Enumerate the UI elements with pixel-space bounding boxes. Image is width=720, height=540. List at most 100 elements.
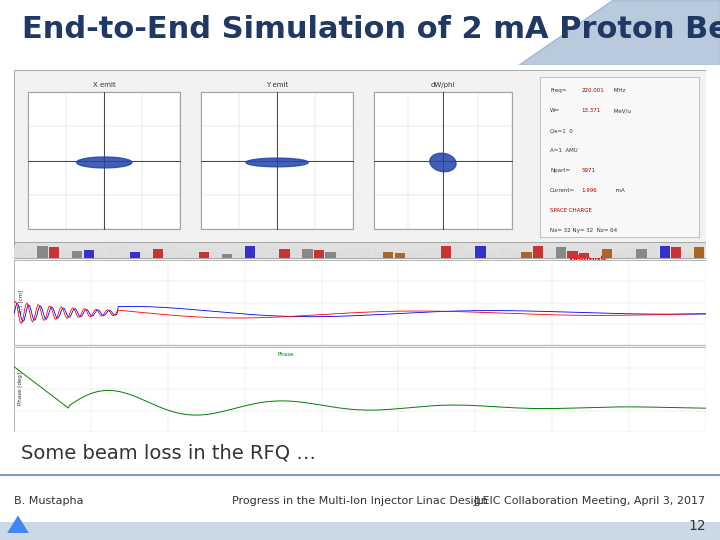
FancyBboxPatch shape [556, 247, 566, 258]
FancyBboxPatch shape [199, 252, 209, 258]
FancyBboxPatch shape [256, 246, 266, 258]
FancyBboxPatch shape [0, 523, 720, 540]
Text: Qe=1  0: Qe=1 0 [550, 128, 573, 133]
FancyBboxPatch shape [625, 248, 635, 258]
Polygon shape [430, 153, 456, 172]
Text: B. Mustapha: B. Mustapha [14, 496, 84, 507]
Text: MeV/u: MeV/u [612, 108, 631, 113]
FancyBboxPatch shape [14, 70, 706, 244]
FancyBboxPatch shape [464, 253, 474, 258]
Polygon shape [7, 515, 29, 533]
FancyBboxPatch shape [441, 246, 451, 258]
FancyBboxPatch shape [590, 248, 600, 258]
FancyBboxPatch shape [49, 247, 59, 258]
FancyBboxPatch shape [118, 245, 128, 258]
Text: WARNING: WARNING [569, 255, 607, 261]
Text: Some beam loss in the RFQ …: Some beam loss in the RFQ … [22, 443, 316, 462]
FancyBboxPatch shape [325, 253, 336, 258]
Text: Current=: Current= [550, 188, 575, 193]
FancyBboxPatch shape [636, 249, 647, 258]
Text: X emit: X emit [93, 82, 116, 88]
Text: Npart=: Npart= [550, 168, 570, 173]
FancyBboxPatch shape [141, 253, 151, 258]
FancyBboxPatch shape [14, 347, 706, 432]
Polygon shape [76, 157, 132, 168]
Text: A=1  AMU: A=1 AMU [550, 148, 578, 153]
Text: End-to-End Simulation of 2 mA Proton Beam: End-to-End Simulation of 2 mA Proton Bea… [22, 15, 720, 44]
FancyBboxPatch shape [176, 249, 186, 258]
Text: MHz: MHz [612, 88, 626, 93]
FancyBboxPatch shape [683, 253, 693, 258]
FancyBboxPatch shape [487, 252, 497, 258]
Text: Nx= 32 Ny= 32  Nz= 64: Nx= 32 Ny= 32 Nz= 64 [550, 227, 617, 233]
FancyBboxPatch shape [14, 242, 706, 258]
FancyBboxPatch shape [153, 249, 163, 258]
Text: 1.996: 1.996 [581, 188, 597, 193]
FancyBboxPatch shape [383, 252, 393, 258]
FancyBboxPatch shape [498, 248, 508, 258]
FancyBboxPatch shape [395, 253, 405, 258]
FancyBboxPatch shape [314, 251, 324, 258]
Text: 5971: 5971 [581, 168, 595, 173]
Text: X,Y [cm]: X,Y [cm] [18, 290, 23, 313]
FancyBboxPatch shape [579, 253, 589, 258]
FancyBboxPatch shape [533, 246, 543, 258]
FancyBboxPatch shape [360, 248, 370, 258]
FancyBboxPatch shape [302, 248, 312, 258]
FancyBboxPatch shape [510, 251, 520, 258]
Polygon shape [246, 158, 308, 167]
Text: dW/phi: dW/phi [431, 82, 455, 88]
FancyBboxPatch shape [95, 249, 105, 258]
FancyBboxPatch shape [37, 246, 48, 258]
FancyBboxPatch shape [164, 246, 174, 258]
FancyBboxPatch shape [648, 246, 658, 258]
FancyBboxPatch shape [406, 252, 416, 258]
FancyBboxPatch shape [418, 251, 428, 258]
FancyBboxPatch shape [60, 249, 71, 258]
FancyBboxPatch shape [291, 246, 301, 258]
Text: W=: W= [550, 108, 560, 113]
FancyBboxPatch shape [521, 252, 531, 258]
Text: SPACE CHARGE: SPACE CHARGE [550, 208, 592, 213]
FancyBboxPatch shape [452, 246, 462, 258]
FancyBboxPatch shape [222, 254, 232, 258]
FancyBboxPatch shape [429, 248, 439, 258]
Text: Y emit: Y emit [266, 82, 288, 88]
Text: mA: mA [612, 188, 625, 193]
FancyBboxPatch shape [544, 249, 554, 258]
Text: Freq=: Freq= [550, 88, 567, 93]
FancyBboxPatch shape [694, 247, 704, 258]
Polygon shape [518, 0, 720, 65]
Text: 220.001: 220.001 [581, 88, 604, 93]
FancyBboxPatch shape [245, 246, 255, 258]
FancyBboxPatch shape [26, 252, 36, 258]
FancyBboxPatch shape [279, 249, 289, 258]
FancyBboxPatch shape [348, 248, 359, 258]
Text: 12: 12 [688, 519, 706, 533]
FancyBboxPatch shape [602, 249, 612, 258]
FancyBboxPatch shape [187, 252, 197, 258]
Text: JLEIC Collaboration Meeting, April 3, 2017: JLEIC Collaboration Meeting, April 3, 20… [474, 496, 706, 507]
Text: Phase: Phase [277, 353, 294, 357]
FancyBboxPatch shape [613, 251, 624, 258]
FancyBboxPatch shape [374, 92, 512, 230]
FancyBboxPatch shape [268, 247, 278, 258]
FancyBboxPatch shape [72, 251, 82, 258]
FancyBboxPatch shape [337, 251, 347, 258]
FancyBboxPatch shape [14, 260, 706, 345]
FancyBboxPatch shape [107, 247, 117, 258]
FancyBboxPatch shape [540, 77, 698, 237]
Text: 13.371: 13.371 [581, 108, 600, 113]
FancyBboxPatch shape [14, 246, 24, 258]
FancyBboxPatch shape [372, 253, 382, 258]
FancyBboxPatch shape [671, 247, 681, 258]
FancyBboxPatch shape [130, 252, 140, 258]
Text: Progress in the Multi-Ion Injector Linac Design: Progress in the Multi-Ion Injector Linac… [232, 496, 488, 507]
Text: Phase [deg]: Phase [deg] [18, 372, 23, 405]
FancyBboxPatch shape [201, 92, 353, 230]
FancyBboxPatch shape [567, 251, 577, 258]
FancyBboxPatch shape [660, 246, 670, 258]
FancyBboxPatch shape [28, 92, 180, 230]
FancyBboxPatch shape [210, 252, 220, 258]
FancyBboxPatch shape [233, 252, 243, 258]
